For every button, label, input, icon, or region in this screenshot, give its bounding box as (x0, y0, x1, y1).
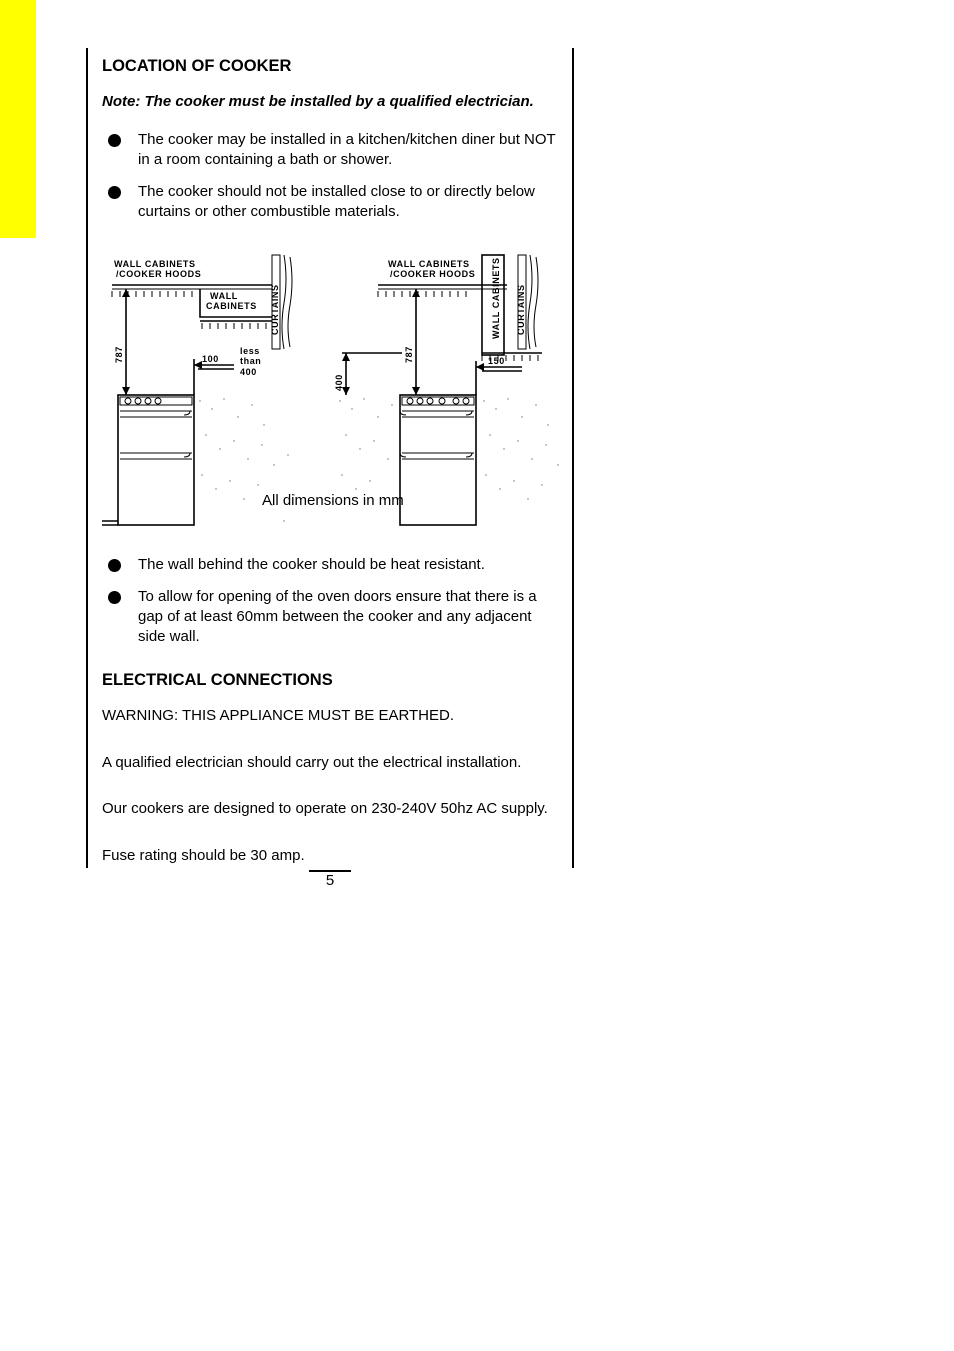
text-column: LOCATION OF COOKER Note: The cooker must… (86, 48, 574, 868)
svg-text:WALL CABINETS: WALL CABINETS (388, 259, 470, 269)
dim-100: 100 (202, 354, 219, 364)
page-number: 5 (326, 872, 334, 889)
margin-tab (0, 0, 36, 238)
svg-text:CURTAINS: CURTAINS (516, 284, 526, 335)
svg-text:than: than (240, 356, 261, 366)
section-title-electrical: ELECTRICAL CONNECTIONS (102, 670, 558, 691)
bullet-text: To allow for opening of the oven doors e… (138, 588, 537, 646)
dim-787-l: 787 (114, 346, 124, 363)
electrical-body: WARNING: THIS APPLIANCE MUST BE EARTHED.… (102, 704, 558, 867)
svg-text:/COOKER HOODS: /COOKER HOODS (390, 269, 475, 279)
svg-text:less: less (240, 346, 260, 356)
clearance-diagram: 787 100 less than 400 WALL CABINETS /COO… (102, 235, 562, 535)
svg-text:WALL: WALL (210, 291, 238, 301)
svg-text:400: 400 (334, 374, 344, 391)
dim-units-note: All dimensions in mm (262, 492, 404, 509)
list-item: The wall behind the cooker should be hea… (102, 555, 558, 575)
list-item: The cooker may be installed in a kitchen… (102, 130, 558, 171)
svg-text:WALL CABINETS: WALL CABINETS (114, 259, 196, 269)
page-number-wrap: 5 (86, 870, 574, 890)
svg-text:CURTAINS: CURTAINS (270, 284, 280, 335)
svg-text:WALL CABINETS: WALL CABINETS (491, 257, 501, 339)
bullet-text: The wall behind the cooker should be hea… (138, 556, 485, 573)
installer-note: Note: The cooker must be installed by a … (102, 91, 558, 112)
svg-text:CABINETS: CABINETS (206, 301, 257, 311)
svg-text:787: 787 (404, 346, 414, 363)
svg-text:/COOKER HOODS: /COOKER HOODS (116, 269, 201, 279)
svg-text:150: 150 (488, 356, 505, 366)
page: LOCATION OF COOKER Note: The cooker must… (0, 0, 954, 1351)
bullet-text: The cooker should not be installed close… (138, 183, 535, 220)
bullet-list-2: The wall behind the cooker should be hea… (102, 555, 558, 648)
list-item: To allow for opening of the oven doors e… (102, 587, 558, 648)
bullet-text: The cooker may be installed in a kitchen… (138, 131, 555, 168)
list-item: The cooker should not be installed close… (102, 182, 558, 223)
svg-text:400: 400 (240, 367, 257, 377)
section-title-location: LOCATION OF COOKER (102, 56, 558, 77)
bullet-list-1: The cooker may be installed in a kitchen… (102, 130, 558, 223)
